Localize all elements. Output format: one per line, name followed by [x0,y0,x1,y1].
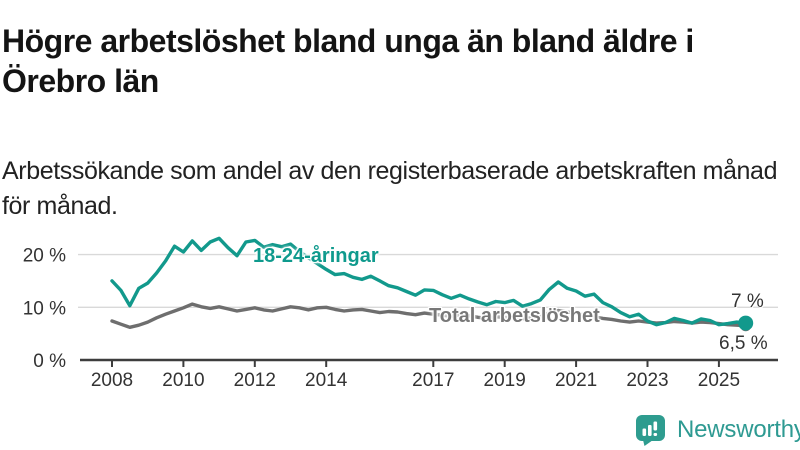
end-value-total: 6,5 % [719,333,768,354]
x-tick-label: 2019 [484,370,526,391]
end-value-youth: 7 % [731,291,764,312]
x-tick-label: 2008 [91,370,133,391]
chart-subtitle-line1: Arbetssökande som andel av den registerb… [2,157,778,185]
chart-title-line2: Örebro län [2,63,159,100]
chart-title-line1: Högre arbetslöshet bland unga än bland ä… [2,23,694,60]
series-label-youth: 18-24-åringar [253,245,379,267]
series-end-dot [738,315,754,331]
y-tick-label: 0 % [33,351,66,372]
x-tick-label: 2010 [162,370,204,391]
x-tick-label: 2021 [555,370,597,391]
x-tick-label: 2012 [234,370,276,391]
x-tick-label: 2023 [626,370,668,391]
newsworthy-logo[interactable]: Newsworthy [635,414,800,446]
chart-title: Högre arbetslöshet bland unga än bland ä… [2,21,794,101]
x-tick-label: 2025 [698,370,740,391]
series-label-total: Total arbetslöshet [429,305,600,327]
series-line [110,302,748,329]
x-tick-label: 2017 [412,370,454,391]
x-tick-label: 2014 [305,370,348,391]
y-tick-label: 10 % [23,298,66,319]
chart-subtitle-line2: för månad. [2,192,118,220]
chart-subtitle: Arbetssökande som andel av den registerb… [2,154,798,224]
y-tick-label: 20 % [23,246,66,267]
series-line [110,236,748,327]
newsworthy-logo-text: Newsworthy [677,416,800,443]
newsworthy-speech-bubble-bar-chart-icon [636,415,665,446]
